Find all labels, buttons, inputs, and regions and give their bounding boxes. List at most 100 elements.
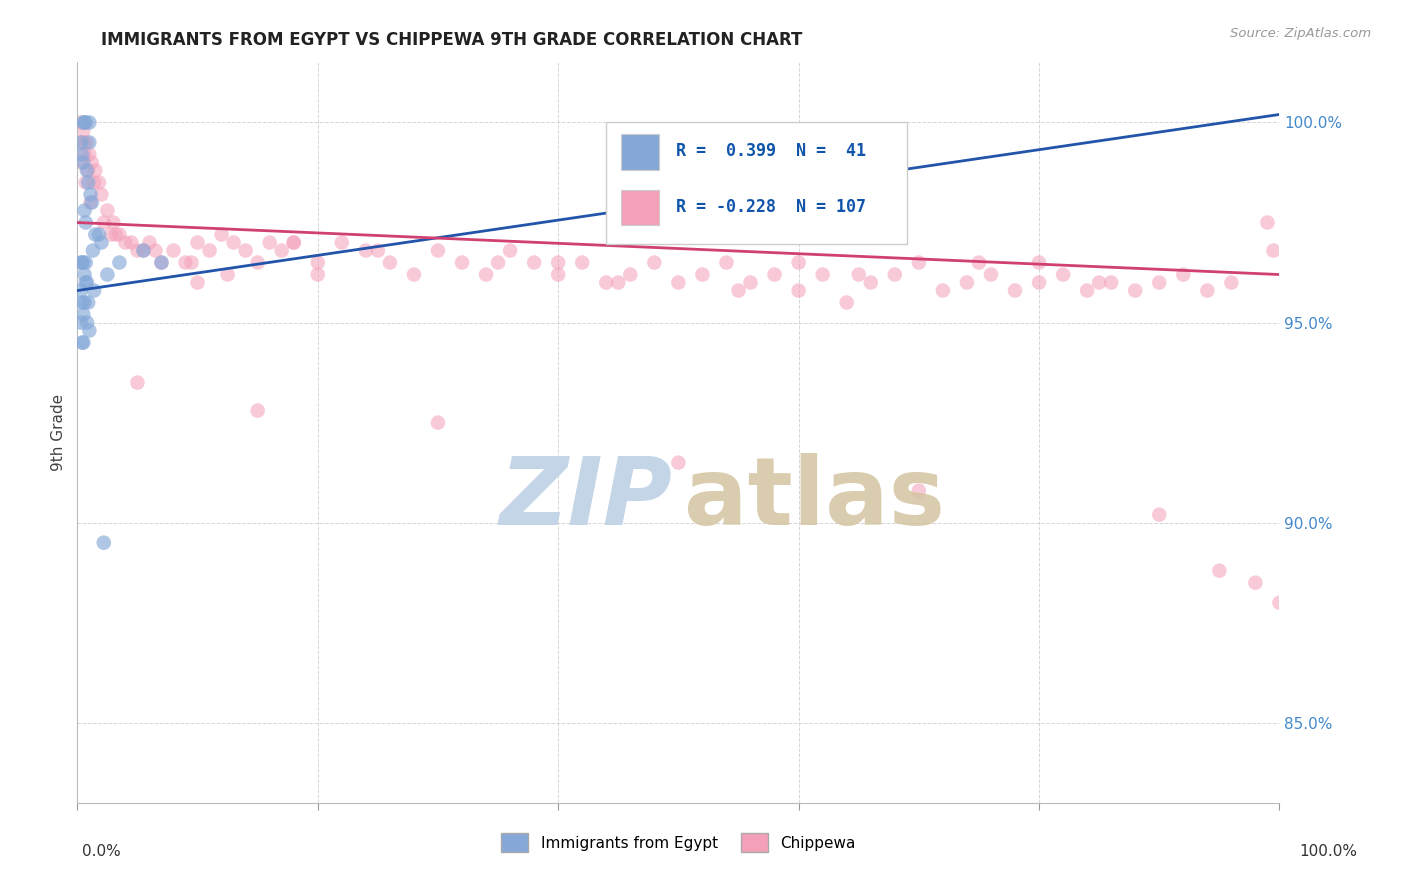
Point — [1052, 268, 1074, 282]
Point — [80, 195, 103, 210]
Point — [77, 295, 100, 310]
Point — [1123, 284, 1146, 298]
Point — [307, 268, 329, 282]
Point — [811, 268, 834, 282]
Point — [547, 255, 569, 269]
Point — [727, 284, 749, 298]
Point — [70, 316, 93, 330]
Text: Source: ZipAtlas.com: Source: ZipAtlas.com — [1230, 27, 1371, 40]
Point — [70, 136, 93, 150]
Point — [82, 244, 104, 258]
Point — [76, 163, 98, 178]
Point — [70, 295, 93, 310]
Point — [378, 255, 401, 269]
Point — [150, 255, 173, 269]
Point — [270, 244, 292, 258]
Point — [486, 255, 509, 269]
Point — [883, 268, 905, 282]
Point — [90, 235, 112, 250]
Point — [79, 187, 101, 202]
Point — [75, 215, 97, 229]
Point — [607, 276, 630, 290]
Point — [103, 215, 125, 229]
Point — [72, 255, 94, 269]
Point — [1028, 276, 1050, 290]
Legend: Immigrants from Egypt, Chippewa: Immigrants from Egypt, Chippewa — [495, 827, 862, 858]
Point — [73, 136, 96, 150]
Point — [70, 136, 93, 150]
Point — [72, 115, 94, 129]
Point — [120, 235, 142, 250]
Point — [76, 136, 98, 150]
Point — [108, 227, 131, 242]
Text: R =  0.399  N =  41: R = 0.399 N = 41 — [676, 143, 866, 161]
Point — [72, 335, 94, 350]
Point — [90, 187, 112, 202]
Point — [1244, 575, 1267, 590]
Point — [246, 403, 269, 417]
Point — [73, 295, 96, 310]
Point — [87, 227, 110, 242]
Point — [127, 244, 149, 258]
Point — [835, 295, 858, 310]
Point — [1149, 276, 1171, 290]
Point — [75, 115, 97, 129]
Point — [76, 276, 98, 290]
Point — [132, 244, 155, 258]
Text: ZIP: ZIP — [499, 453, 672, 545]
Point — [1197, 284, 1219, 298]
Point — [87, 176, 110, 190]
Point — [84, 163, 107, 178]
Point — [1028, 255, 1050, 269]
Point — [93, 215, 115, 229]
Point — [70, 255, 93, 269]
Point — [740, 276, 762, 290]
FancyBboxPatch shape — [620, 135, 659, 169]
Point — [77, 176, 100, 190]
Point — [787, 284, 810, 298]
Point — [180, 255, 202, 269]
Point — [908, 255, 931, 269]
Point — [73, 268, 96, 282]
Point — [427, 416, 450, 430]
Text: 100.0%: 100.0% — [1299, 845, 1358, 859]
Point — [222, 235, 245, 250]
Point — [79, 324, 101, 338]
Point — [402, 268, 425, 282]
Point — [716, 255, 738, 269]
Point — [80, 155, 103, 169]
Point — [571, 255, 593, 269]
Point — [104, 227, 127, 242]
Point — [499, 244, 522, 258]
Point — [138, 235, 160, 250]
Point — [96, 203, 118, 218]
Point — [1268, 596, 1291, 610]
Point — [73, 203, 96, 218]
Point — [70, 335, 93, 350]
Text: 0.0%: 0.0% — [82, 845, 121, 859]
Point — [595, 276, 617, 290]
Point — [70, 115, 93, 129]
Point — [100, 227, 122, 242]
Point — [932, 284, 955, 298]
Point — [145, 244, 167, 258]
Point — [73, 147, 96, 161]
Point — [217, 268, 239, 282]
Point — [77, 163, 100, 178]
Point — [79, 147, 101, 161]
Point — [451, 255, 474, 269]
Point — [668, 456, 690, 470]
Point — [83, 176, 105, 190]
Point — [162, 244, 184, 258]
Point — [70, 147, 93, 161]
FancyBboxPatch shape — [606, 121, 907, 244]
Point — [859, 276, 882, 290]
Point — [668, 276, 690, 290]
Point — [1263, 244, 1285, 258]
Point — [75, 176, 97, 190]
Point — [763, 268, 786, 282]
Point — [1173, 268, 1195, 282]
Point — [83, 284, 105, 298]
Point — [1088, 276, 1111, 290]
Point — [330, 235, 353, 250]
